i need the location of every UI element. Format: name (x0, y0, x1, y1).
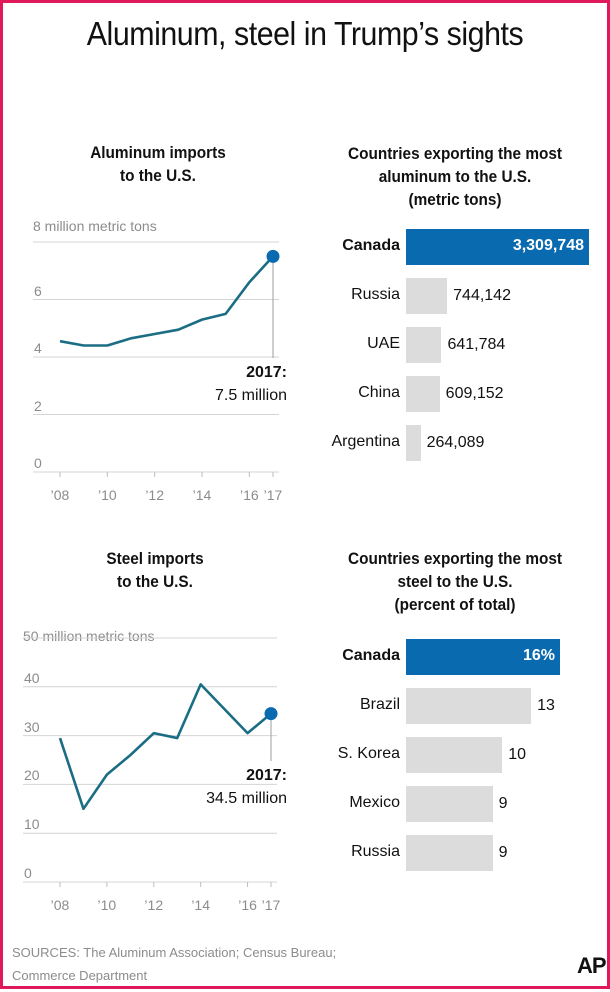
aluminum-exporters-title-line2: aluminum to the U.S. (378, 168, 532, 186)
steel-y-tick: 0 (24, 865, 32, 881)
aluminum-series-line (59, 255, 274, 347)
aluminum-unit-label: 8 million metric tons (33, 218, 157, 234)
aluminum-plot-svg (33, 241, 280, 477)
sources-line2: Commerce Department (12, 968, 148, 983)
aluminum-x-tick: ’08 (50, 487, 70, 503)
aluminum-highlight-point (266, 249, 280, 263)
steel-x-tick: ’12 (144, 897, 164, 913)
aluminum-y-tick: 6 (34, 282, 42, 299)
steel-highlight-point (264, 707, 278, 721)
aluminum-x-tick: ’12 (145, 487, 164, 503)
aluminum-exporters-title-line1: Countries exporting the most (347, 145, 562, 163)
steel-exporters-title: Countries exporting the most steel to th… (325, 548, 585, 617)
steel-y-tick: 20 (24, 767, 40, 784)
steel-imports-title-line1: Steel imports (106, 550, 204, 568)
aluminum-annotation-year: 2017: (246, 364, 287, 381)
aluminum-exporter-bar-value: 609,152 (445, 385, 504, 402)
aluminum-x-tick: ’16 (239, 487, 259, 503)
steel-y-tick: 40 (24, 669, 40, 686)
sources-line1: SOURCES: The Aluminum Association; Censu… (12, 945, 337, 960)
steel-exporter-bar-label: Canada (342, 647, 400, 664)
steel-exporter-bar-value: 9 (498, 795, 508, 812)
steel-x-tick: ’10 (97, 897, 117, 913)
aluminum-x-tick: ’14 (192, 487, 212, 503)
steel-x-tick: ’17 (261, 897, 281, 913)
aluminum-imports-title: Aluminum imports to the U.S. (51, 142, 265, 188)
steel-y-tick: 30 (24, 718, 40, 735)
aluminum-exporter-bar-label: China (358, 384, 400, 401)
steel-x-tick: ’08 (50, 897, 70, 913)
aluminum-exporter-bar-value: 264,089 (426, 434, 485, 451)
page-title: Aluminum, steel in Trump’s sights (86, 15, 524, 52)
steel-exporter-bar-value: 10 (508, 746, 527, 763)
steel-plot-svg (23, 637, 278, 887)
steel-annotation-value: 34.5 million (206, 790, 287, 807)
aluminum-exporter-bar-label: Argentina (331, 433, 401, 450)
steel-x-tick: ’16 (238, 897, 257, 913)
steel-exporter-bar (406, 737, 503, 773)
steel-exporters-title-line2: steel to the U.S. (397, 573, 513, 591)
aluminum-exporter-bar-label: Canada (342, 237, 400, 254)
sources-note: SOURCES: The Aluminum Association; Censu… (12, 941, 336, 987)
steel-exporters-title-line1: Countries exporting the most (347, 550, 562, 568)
steel-exporter-bar-label: Russia (351, 843, 400, 860)
aluminum-imports-title-line2: to the U.S. (120, 167, 196, 185)
aluminum-annotation-value: 7.5 million (214, 387, 287, 404)
steel-exporter-bar-label: S. Korea (337, 745, 400, 762)
aluminum-exporter-bar (406, 327, 442, 363)
steel-annotation-year: 2017: (246, 767, 287, 784)
steel-exporter-bar-label: Mexico (349, 794, 400, 811)
aluminum-exporter-bar (406, 376, 440, 412)
steel-exporter-bar (406, 835, 493, 871)
aluminum-y-tick: 0 (34, 455, 42, 471)
aluminum-exporter-bar-value: 641,784 (447, 336, 506, 353)
steel-exporter-bar-value: 9 (498, 844, 508, 861)
steel-imports-title: Steel imports to the U.S. (48, 548, 262, 594)
aluminum-exporters-title-line3: (metric tons) (408, 191, 502, 209)
aluminum-exporter-bar-label: UAE (367, 335, 400, 352)
aluminum-x-tick: ’17 (263, 487, 283, 503)
aluminum-exporter-bar-label: Russia (351, 286, 400, 303)
aluminum-exporters-title: Countries exporting the most aluminum to… (325, 143, 585, 212)
steel-unit-label: 50 million metric tons (23, 628, 155, 644)
steel-exporter-bar-value: 16% (522, 647, 555, 664)
aluminum-x-tick: ’10 (97, 487, 117, 503)
steel-imports-title-line2: to the U.S. (117, 573, 193, 591)
steel-exporter-bar (406, 639, 560, 675)
aluminum-exporter-bar (406, 278, 448, 314)
steel-exporter-bar-value: 13 (537, 697, 555, 714)
aluminum-y-tick: 4 (34, 340, 42, 356)
steel-exporters-title-line3: (percent of total) (394, 596, 516, 614)
steel-series-line (58, 683, 272, 811)
steel-y-tick: 10 (24, 816, 40, 833)
aluminum-exporter-bar (406, 425, 421, 461)
steel-exporter-bar (406, 688, 532, 724)
aluminum-exporter-bar (406, 229, 589, 265)
steel-exporter-bar-label: Brazil (359, 696, 400, 713)
steel-x-tick: ’14 (191, 897, 210, 913)
aluminum-exporter-bar-value: 744,142 (453, 287, 511, 304)
aluminum-exporter-bar-value: 3,309,748 (512, 237, 584, 254)
steel-exporter-bar (406, 786, 493, 822)
aluminum-imports-title-line1: Aluminum imports (90, 144, 226, 162)
ap-logo: AP (577, 953, 607, 978)
aluminum-y-tick: 2 (34, 397, 42, 414)
